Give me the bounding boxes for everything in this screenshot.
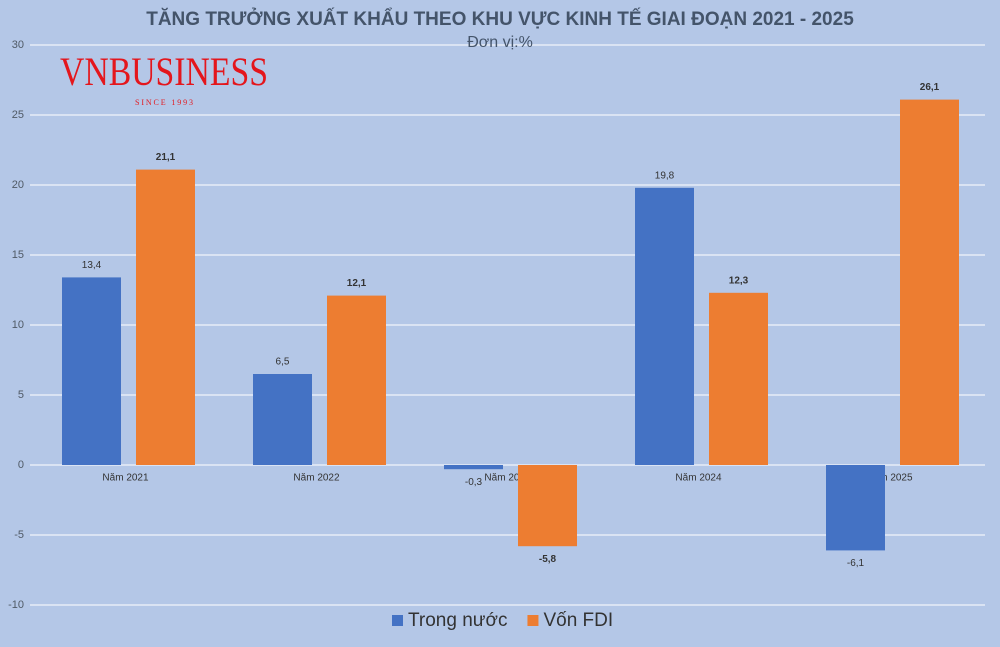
y-tick-label: 30 (12, 39, 24, 51)
value-label: -6,1 (847, 558, 865, 569)
bar (900, 99, 959, 465)
y-tick-label: 25 (12, 109, 24, 121)
value-label: 26,1 (920, 82, 940, 93)
x-tick-label: Năm 2022 (484, 473, 531, 484)
chart-subtitle: Đơn vị:% (467, 34, 533, 51)
x-tick-label: Năm 2021 (102, 473, 149, 484)
legend-label: Vốn FDI (543, 610, 613, 631)
value-label: 12,3 (729, 275, 749, 286)
x-tick-label: Năm 2022 (293, 473, 340, 484)
value-label: 13,4 (82, 260, 102, 271)
legend-swatch (392, 615, 403, 626)
bar (253, 374, 312, 465)
legend-swatch (527, 615, 539, 626)
bar (709, 292, 768, 465)
bar (136, 169, 195, 465)
y-tick-label: -5 (14, 529, 24, 541)
value-label: -0,3 (465, 477, 483, 488)
value-label: 12,1 (347, 278, 367, 289)
bar (518, 465, 577, 547)
y-tick-label: -10 (8, 599, 24, 611)
chart-title: TĂNG TRƯỞNG XUẤT KHẨU THEO KHU VỰC KINH … (146, 8, 854, 30)
y-tick-label: 15 (12, 249, 24, 261)
x-tick-label: Năm 2025 (866, 473, 913, 484)
bar (327, 295, 386, 465)
value-label: 19,8 (655, 170, 675, 181)
bar (444, 465, 503, 470)
y-tick-label: 10 (12, 319, 24, 331)
y-tick-label: 20 (12, 179, 24, 191)
value-label: -5,8 (539, 554, 557, 565)
y-tick-label: 0 (18, 459, 24, 471)
logo-name: VNBUSINESS (60, 49, 268, 94)
logo-tagline: SINCE 1993 (135, 98, 193, 107)
x-tick-label: Năm 2024 (675, 473, 722, 484)
bar (62, 277, 121, 465)
bar (826, 465, 885, 551)
legend-label: Trong nước (408, 610, 507, 631)
y-tick-label: 5 (18, 389, 24, 401)
value-label: 21,1 (156, 152, 176, 163)
value-label: 6,5 (276, 357, 290, 368)
bar (635, 187, 694, 466)
